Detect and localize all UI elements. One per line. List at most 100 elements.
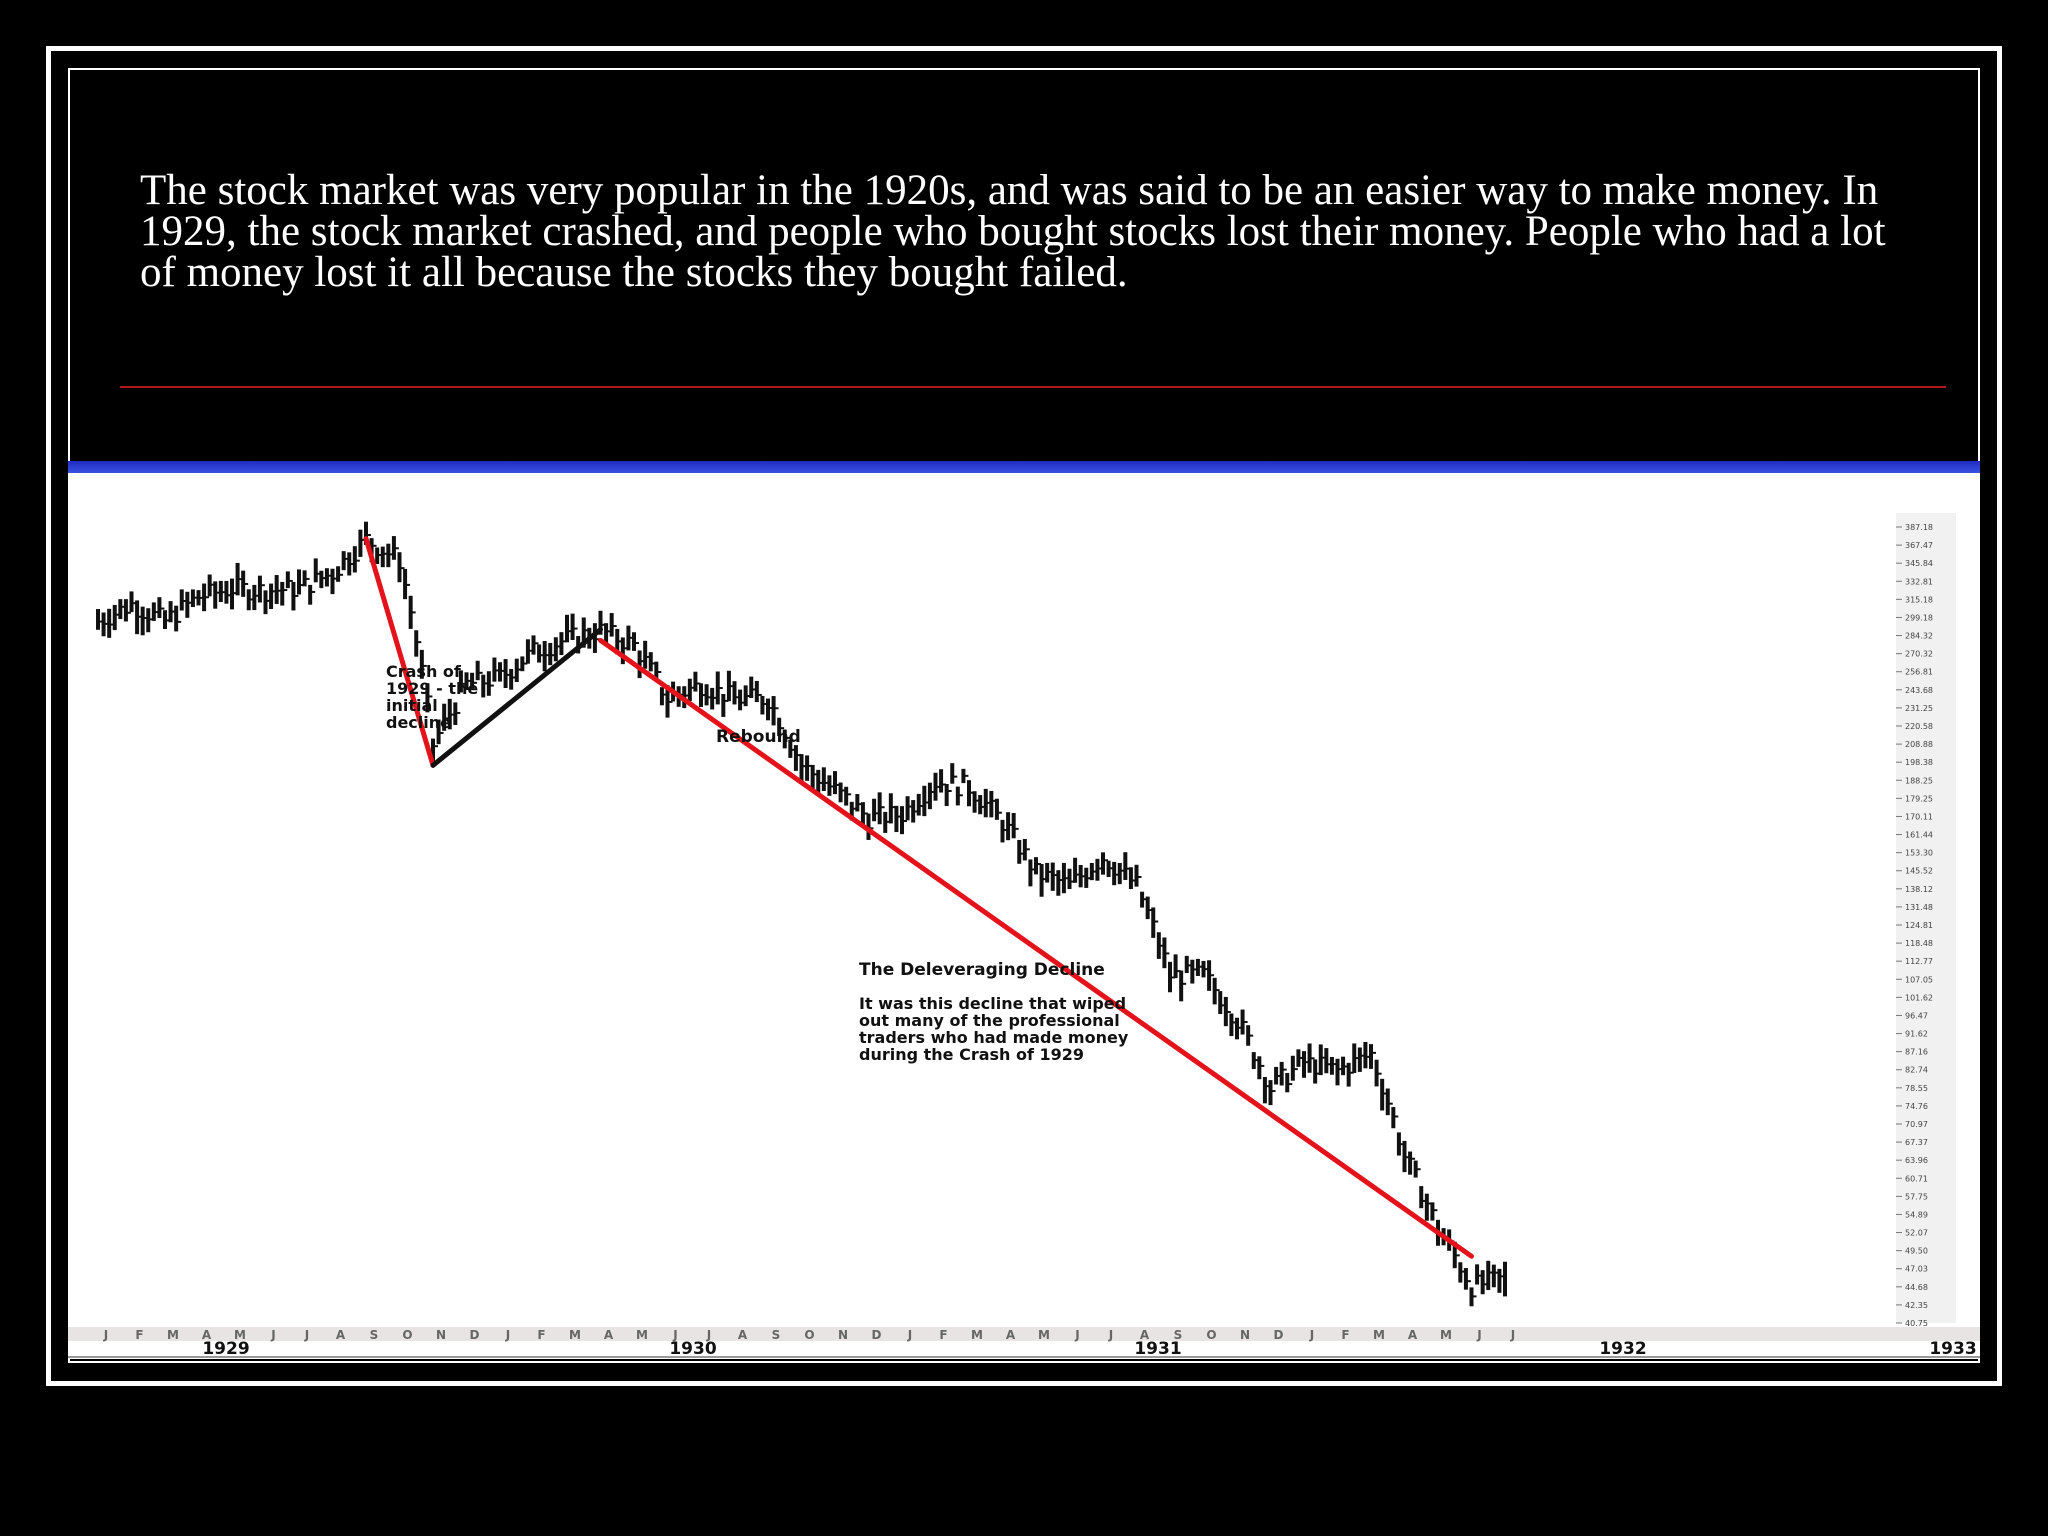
- price-tick-label: 170.11: [1905, 812, 1933, 821]
- month-tick-label: O: [402, 1328, 412, 1342]
- price-tick-label: 179.25: [1905, 794, 1933, 803]
- price-tick-label: 138.12: [1905, 885, 1933, 894]
- month-tick-label: D: [1274, 1328, 1284, 1342]
- price-tick-label: 299.18: [1905, 613, 1933, 622]
- price-tick-label: 231.25: [1905, 704, 1933, 713]
- dow-chart: 387.18 367.47 345.84 332.81 315.18 299.18 284.…: [68, 513, 1980, 1359]
- price-tick-label: 256.81: [1905, 668, 1933, 677]
- month-tick-label: J: [1074, 1328, 1079, 1342]
- month-tick-label: M: [234, 1328, 246, 1342]
- month-tick-label: A: [336, 1328, 346, 1342]
- month-tick-label: F: [537, 1328, 545, 1342]
- month-tick-label: N: [436, 1328, 446, 1342]
- month-tick-label: N: [838, 1328, 848, 1342]
- price-tick-label: 78.55: [1905, 1084, 1928, 1093]
- price-tick-label: 387.18: [1905, 523, 1933, 532]
- month-tick-label: S: [370, 1328, 379, 1342]
- month-tick-label: D: [872, 1328, 882, 1342]
- year-label: 1933: [1929, 1339, 1976, 1359]
- trend-lines: [363, 536, 1474, 1259]
- month-tick-label: A: [1408, 1328, 1418, 1342]
- price-tick-label: 52.07: [1905, 1229, 1928, 1238]
- price-tick-label: 107.05: [1905, 975, 1933, 984]
- month-tick-label: J: [706, 1328, 711, 1342]
- month-tick-label: A: [1140, 1328, 1150, 1342]
- rebound-line: [430, 627, 603, 768]
- annotation-rebound: Rebound: [716, 727, 801, 747]
- price-tick-label: 101.62: [1905, 993, 1933, 1002]
- price-tick-label: 118.48: [1905, 939, 1933, 948]
- month-tick-label: J: [1510, 1328, 1515, 1342]
- price-axis: 387.18 367.47 345.84 332.81 315.18 299.18 284.…: [1896, 513, 1956, 1328]
- month-tick-label: O: [1206, 1328, 1216, 1342]
- month-tick-label: F: [939, 1328, 947, 1342]
- month-tick-label: O: [804, 1328, 814, 1342]
- month-tick-label: M: [1440, 1328, 1452, 1342]
- price-tick-label: 220.58: [1905, 722, 1933, 731]
- annotation-deleveraging-body: It was this decline that wiped out many o…: [859, 994, 1129, 1064]
- annotation-crash: Crash of 1929 - the initial decline: [386, 662, 478, 732]
- crash-line: [363, 536, 436, 768]
- year-label: 1930: [669, 1339, 716, 1359]
- price-tick-label: 332.81: [1905, 577, 1933, 586]
- month-tick-label: S: [1174, 1328, 1183, 1342]
- month-tick-label: A: [738, 1328, 748, 1342]
- title-divider: [120, 386, 1946, 388]
- price-tick-label: 161.44: [1905, 831, 1933, 840]
- deleveraging-line: [598, 637, 1474, 1259]
- chart-top-strip: [68, 461, 1980, 473]
- month-tick-label: M: [569, 1328, 581, 1342]
- month-tick-label: M: [971, 1328, 983, 1342]
- price-tick-label: 96.47: [1905, 1011, 1928, 1020]
- month-tick-label: N: [1240, 1328, 1250, 1342]
- price-tick-label: 243.68: [1905, 686, 1933, 695]
- price-tick-label: 198.38: [1905, 758, 1933, 767]
- price-bars: [96, 521, 1507, 1307]
- price-tick-label: 315.18: [1905, 595, 1933, 604]
- month-tick-label: J: [1309, 1328, 1314, 1342]
- price-tick-label: 70.97: [1905, 1120, 1928, 1129]
- slide-outer-frame: [46, 46, 2002, 1386]
- price-axis-background: [1896, 513, 1956, 1323]
- slide-caption: The stock market was very popular in the…: [140, 167, 1886, 296]
- month-tick-label: A: [1006, 1328, 1016, 1342]
- price-tick-label: 145.52: [1905, 867, 1933, 876]
- price-tick-label: 124.81: [1905, 921, 1933, 930]
- month-tick-label: J: [1108, 1328, 1113, 1342]
- month-tick-label: M: [1373, 1328, 1385, 1342]
- month-tick-label: J: [505, 1328, 510, 1342]
- month-tick-label: M: [167, 1328, 179, 1342]
- price-tick-label: 67.37: [1905, 1138, 1928, 1147]
- month-tick-label: J: [270, 1328, 275, 1342]
- month-tick-label: J: [304, 1328, 309, 1342]
- price-tick-label: 112.77: [1905, 957, 1933, 966]
- price-tick-label: 91.62: [1905, 1030, 1928, 1039]
- price-tick-label: 42.35: [1905, 1301, 1928, 1310]
- price-tick-label: 188.25: [1905, 776, 1933, 785]
- price-tick-label: 284.32: [1905, 632, 1933, 641]
- price-tick-label: 60.71: [1905, 1174, 1928, 1183]
- price-tick-label: 44.68: [1905, 1283, 1928, 1292]
- annotation-deleveraging-title: The Deleveraging Decline: [859, 960, 1105, 980]
- chart-panel: 387.18 367.47 345.84 332.81 315.18 299.18 284.…: [68, 473, 1980, 1359]
- price-tick-label: 74.76: [1905, 1102, 1928, 1111]
- chart-annotations: Crash of 1929 - the initial decline Rebound T…: [386, 662, 1129, 1064]
- price-tick-label: 63.96: [1905, 1156, 1928, 1165]
- price-tick-label: 345.84: [1905, 559, 1933, 568]
- month-tick-label: M: [636, 1328, 648, 1342]
- price-tick-label: 57.75: [1905, 1192, 1928, 1201]
- price-tick-label: 270.32: [1905, 650, 1933, 659]
- price-tick-label: 54.89: [1905, 1210, 1928, 1219]
- month-tick-label: J: [672, 1328, 677, 1342]
- price-tick-label: 131.48: [1905, 903, 1933, 912]
- price-tick-label: 208.88: [1905, 740, 1933, 749]
- month-tick-label: F: [1341, 1328, 1349, 1342]
- price-tick-label: 47.03: [1905, 1265, 1928, 1274]
- month-tick-label: J: [1476, 1328, 1481, 1342]
- month-tick-label: J: [103, 1328, 108, 1342]
- month-tick-label: A: [604, 1328, 614, 1342]
- price-tick-label: 367.47: [1905, 541, 1933, 550]
- price-tick-label: 40.75: [1905, 1319, 1928, 1328]
- price-tick-label: 87.16: [1905, 1048, 1928, 1057]
